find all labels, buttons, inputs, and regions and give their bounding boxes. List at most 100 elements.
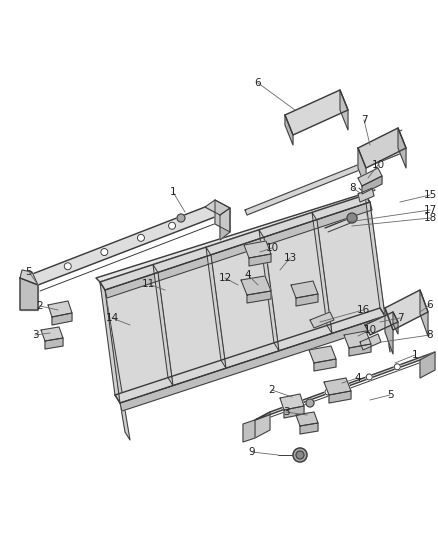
- Text: 13: 13: [283, 253, 297, 263]
- Polygon shape: [45, 338, 63, 349]
- Polygon shape: [20, 270, 38, 285]
- Polygon shape: [309, 346, 336, 363]
- Text: 8: 8: [427, 330, 433, 340]
- Circle shape: [325, 389, 331, 395]
- Polygon shape: [296, 294, 318, 306]
- Polygon shape: [255, 412, 270, 438]
- Polygon shape: [344, 331, 371, 348]
- Polygon shape: [105, 202, 372, 298]
- Polygon shape: [158, 255, 226, 385]
- Polygon shape: [300, 423, 318, 434]
- Text: 17: 17: [424, 205, 437, 215]
- Polygon shape: [115, 308, 385, 403]
- Circle shape: [347, 213, 357, 223]
- Polygon shape: [365, 195, 385, 316]
- Text: 3: 3: [283, 407, 290, 417]
- Polygon shape: [291, 281, 318, 298]
- Polygon shape: [105, 272, 173, 403]
- Polygon shape: [284, 406, 304, 418]
- Text: 10: 10: [265, 243, 279, 253]
- Circle shape: [169, 222, 176, 229]
- Text: 2: 2: [268, 385, 276, 395]
- Polygon shape: [385, 290, 428, 330]
- Polygon shape: [312, 212, 332, 334]
- Polygon shape: [244, 241, 271, 258]
- Polygon shape: [215, 200, 230, 232]
- Polygon shape: [340, 90, 348, 130]
- Polygon shape: [398, 128, 406, 168]
- Text: 14: 14: [106, 313, 119, 323]
- Text: 1: 1: [170, 187, 177, 197]
- Polygon shape: [280, 394, 304, 410]
- Polygon shape: [120, 316, 387, 411]
- Text: 7: 7: [397, 313, 403, 323]
- Text: 8: 8: [350, 183, 356, 193]
- Polygon shape: [324, 378, 351, 395]
- Text: 15: 15: [424, 190, 437, 200]
- Polygon shape: [358, 128, 406, 168]
- Polygon shape: [420, 352, 435, 378]
- Polygon shape: [96, 190, 375, 282]
- Polygon shape: [285, 115, 293, 145]
- Polygon shape: [206, 247, 226, 368]
- Text: 12: 12: [219, 273, 232, 283]
- Text: 1: 1: [412, 350, 418, 360]
- Polygon shape: [393, 312, 398, 334]
- Polygon shape: [245, 148, 402, 215]
- Polygon shape: [48, 301, 72, 317]
- Circle shape: [293, 448, 307, 462]
- Polygon shape: [153, 264, 173, 385]
- Polygon shape: [247, 291, 271, 303]
- Polygon shape: [259, 230, 279, 351]
- Text: 7: 7: [360, 115, 367, 125]
- Polygon shape: [362, 176, 382, 194]
- Polygon shape: [22, 207, 220, 285]
- Text: 6: 6: [427, 300, 433, 310]
- Circle shape: [306, 399, 314, 407]
- Polygon shape: [317, 202, 385, 334]
- Text: 6: 6: [254, 78, 261, 88]
- Circle shape: [296, 451, 304, 459]
- Polygon shape: [100, 282, 120, 403]
- Polygon shape: [249, 254, 271, 266]
- Polygon shape: [360, 334, 381, 350]
- Circle shape: [366, 374, 372, 380]
- Polygon shape: [358, 148, 366, 188]
- Text: 4: 4: [355, 373, 361, 383]
- Polygon shape: [385, 308, 393, 354]
- Circle shape: [138, 235, 145, 241]
- Polygon shape: [241, 276, 271, 295]
- Polygon shape: [255, 352, 435, 420]
- Text: 2: 2: [37, 301, 43, 311]
- Polygon shape: [22, 278, 38, 310]
- Polygon shape: [100, 282, 130, 440]
- Polygon shape: [211, 237, 279, 368]
- Text: 4: 4: [245, 270, 251, 280]
- Text: 16: 16: [357, 305, 370, 315]
- Polygon shape: [52, 313, 72, 325]
- Polygon shape: [358, 168, 382, 186]
- Polygon shape: [365, 312, 398, 335]
- Circle shape: [177, 214, 185, 222]
- Circle shape: [101, 248, 108, 255]
- Text: 10: 10: [364, 325, 377, 335]
- Polygon shape: [205, 200, 230, 215]
- Polygon shape: [243, 420, 255, 442]
- Polygon shape: [41, 327, 63, 341]
- Polygon shape: [349, 344, 371, 356]
- Polygon shape: [358, 188, 374, 202]
- Polygon shape: [20, 278, 38, 310]
- Polygon shape: [310, 312, 334, 328]
- Circle shape: [292, 401, 298, 407]
- Text: 10: 10: [371, 160, 385, 170]
- Text: 18: 18: [424, 213, 437, 223]
- Polygon shape: [296, 412, 318, 426]
- Polygon shape: [100, 195, 370, 290]
- Circle shape: [64, 263, 71, 270]
- Polygon shape: [365, 195, 390, 352]
- Circle shape: [394, 364, 400, 370]
- Polygon shape: [420, 290, 428, 336]
- Polygon shape: [264, 220, 332, 351]
- Text: 5: 5: [387, 390, 393, 400]
- Polygon shape: [329, 391, 351, 403]
